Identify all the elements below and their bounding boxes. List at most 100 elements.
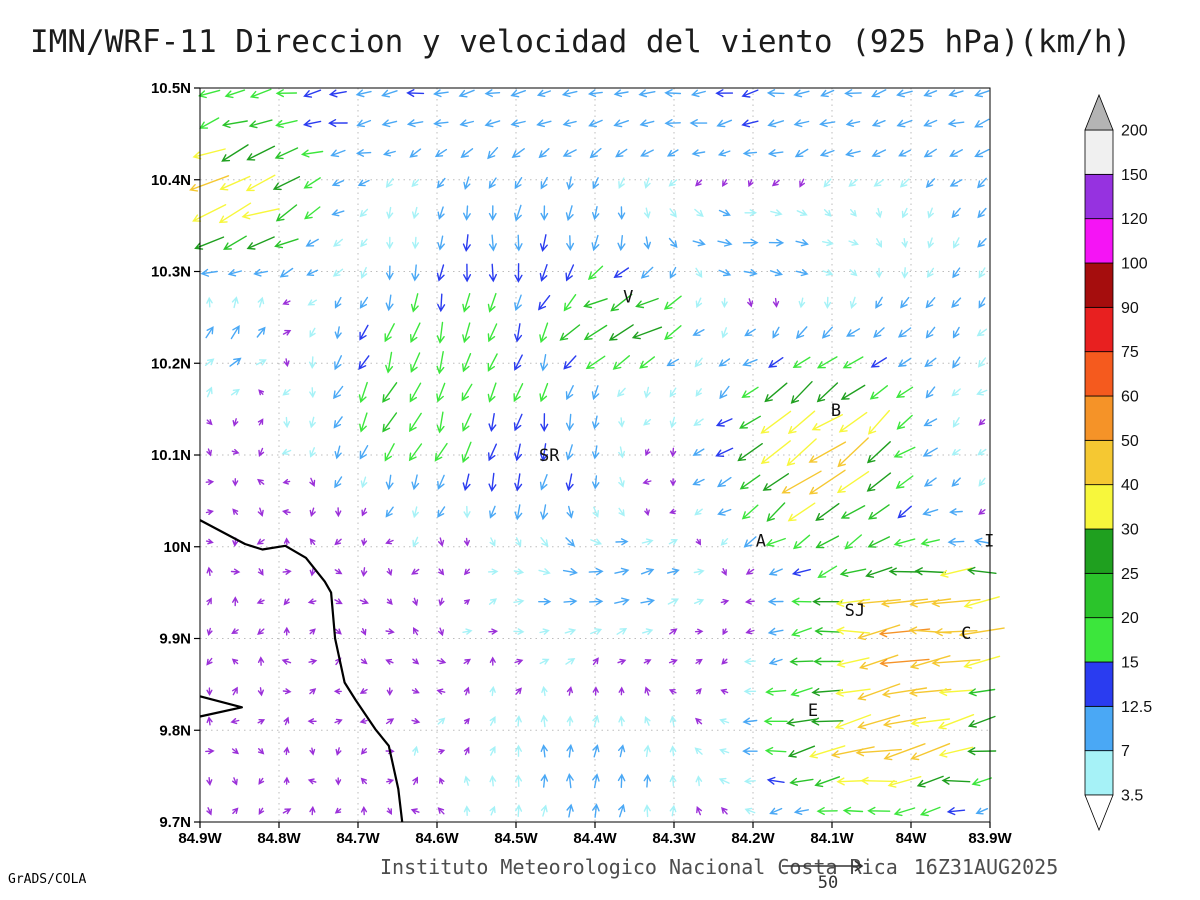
colorbar-segment (1084, 439, 1114, 486)
wind-vector (765, 537, 786, 547)
wind-vector (385, 718, 395, 725)
wind-vector (303, 177, 321, 189)
wind-vector (513, 413, 523, 432)
wind-vector (411, 688, 420, 694)
wind-vector (199, 117, 220, 129)
wind-vector (386, 778, 395, 785)
wind-vector (977, 207, 987, 219)
wind-vector (875, 207, 883, 219)
colorbar-under-triangle (1084, 794, 1114, 832)
wind-vector (359, 688, 368, 694)
wind-vector (901, 267, 909, 279)
wind-vector (963, 596, 1000, 609)
wind-vector (767, 119, 785, 128)
wind-vector (767, 149, 784, 157)
wind-vector (438, 537, 445, 547)
wind-vector (564, 628, 577, 635)
wind-vector (515, 804, 523, 817)
wind-vector (664, 119, 681, 128)
wind-vector (309, 477, 316, 487)
wind-vector (307, 718, 317, 725)
wind-vector (411, 568, 420, 575)
wind-vector (514, 263, 523, 283)
wind-vector (309, 538, 316, 545)
wind-vector (563, 597, 578, 606)
wind-vector (223, 235, 247, 250)
wind-vector (406, 89, 425, 98)
wind-vector (592, 657, 599, 666)
wind-vector (967, 715, 996, 728)
wind-vector (977, 238, 987, 248)
wind-vector (355, 89, 372, 98)
wind-vector (357, 179, 370, 187)
wind-vector (382, 382, 398, 403)
wind-vector (976, 328, 988, 337)
wind-vector (309, 387, 316, 399)
wind-vector (412, 506, 419, 519)
wind-vector (695, 538, 702, 546)
wind-vector (931, 658, 981, 667)
wind-vector (717, 149, 731, 157)
wind-vector (866, 441, 891, 464)
wind-vector (460, 148, 474, 158)
wind-vector (561, 89, 578, 98)
colorbar-tick-label: 50 (1121, 433, 1139, 450)
wind-vector (592, 506, 599, 518)
wind-vector (743, 269, 758, 277)
wind-vector (722, 179, 728, 188)
wind-vector (281, 658, 292, 665)
wind-vector (842, 356, 864, 369)
wind-vector (489, 685, 496, 697)
wind-vector (462, 628, 473, 635)
wind-vector (334, 296, 342, 309)
wind-vector (592, 415, 600, 430)
wind-vector (836, 657, 870, 668)
wind-vector (822, 239, 834, 247)
wind-vector (720, 538, 729, 546)
wind-vector (816, 356, 838, 369)
wind-vector (206, 716, 213, 726)
wind-vector (385, 506, 394, 518)
wind-vector (382, 412, 398, 433)
wind-vector (309, 747, 316, 756)
wind-vector (695, 267, 703, 279)
wind-vector (282, 389, 291, 396)
colorbar-segment (1084, 484, 1114, 530)
wind-vector (846, 328, 861, 337)
wind-vector (488, 177, 497, 189)
wind-vector (514, 473, 523, 492)
wind-vector (333, 688, 342, 695)
wind-vector (668, 689, 677, 695)
wind-vector (842, 806, 864, 815)
wind-vector (769, 269, 783, 277)
wind-vector (762, 473, 789, 491)
wind-vector (565, 205, 574, 222)
colorbar-tick-label: 75 (1121, 344, 1139, 361)
lon-tick-label: 84.9W (178, 830, 222, 847)
wind-vector (206, 566, 213, 576)
wind-vector (916, 775, 944, 788)
wind-vector (669, 387, 677, 398)
wind-vector (618, 744, 626, 758)
wind-vector (717, 239, 733, 247)
wind-vector (870, 357, 887, 368)
wind-vector (514, 177, 523, 190)
lat-tick-label: 9.7N (159, 814, 191, 831)
wind-vector (434, 442, 448, 462)
wind-vector (845, 149, 861, 158)
wind-vector (949, 149, 963, 157)
wind-vector (899, 178, 910, 188)
wind-vector (514, 323, 523, 343)
wind-vector (355, 149, 372, 157)
wind-vector (588, 567, 604, 576)
wind-vector (824, 296, 832, 309)
wind-vector (816, 807, 838, 816)
wind-vector (925, 326, 936, 339)
wind-vector (743, 687, 757, 695)
station-label: E (808, 701, 818, 721)
wind-vector (566, 715, 574, 727)
wind-vector (334, 807, 342, 814)
colorbar-segment (1084, 129, 1114, 175)
wind-vector (643, 418, 652, 426)
wind-vector (588, 119, 603, 128)
